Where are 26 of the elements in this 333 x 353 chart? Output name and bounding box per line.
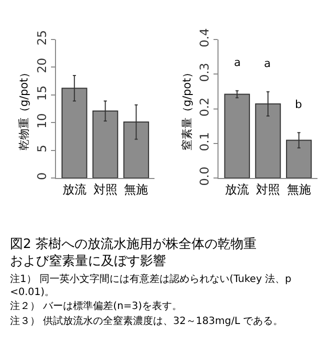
annotation: a: [264, 57, 271, 70]
y-tick-label: 10: [35, 113, 50, 128]
y-tick-label: 0.3: [198, 62, 212, 82]
text: 図2 茶樹への放流水施用が株全体の乾物重および窒素量に及ぼす影響: [10, 236, 256, 269]
y-axis-title: 窒素量（g/pot）: [180, 66, 194, 151]
y-tick-label: 25: [35, 30, 50, 46]
text: 注２） バーは標準偏差(n=3)を表す。: [10, 300, 182, 312]
y-tick-label: 20: [35, 58, 50, 74]
y-tick-label: 0: [35, 172, 50, 180]
text: 注３） 供試放流水の全窒素濃度は、32～183mg/L である。: [10, 315, 284, 327]
x-tick-label: 対照: [93, 182, 118, 196]
y-tick-label: 0.1: [198, 132, 212, 152]
x-tick-label: 放流: [225, 182, 250, 196]
x-tick-label: 対照: [256, 182, 280, 196]
annotation: a: [234, 56, 241, 69]
y-tick-label: 5: [35, 144, 50, 152]
y-tick-label: 0.2: [198, 97, 212, 117]
annotation: b: [295, 98, 302, 111]
y-axis-title: 乾物重（g/pot）: [18, 66, 31, 151]
x-tick-label: 無施: [124, 182, 148, 196]
text: 注1） 同一英小文字間には有意差は認められない(Tukey 法、p<0.01)。: [10, 273, 292, 298]
x-tick-label: 放流: [62, 182, 86, 196]
y-tick-label: 0.4: [198, 28, 212, 48]
x-tick-label: 無施: [286, 182, 311, 196]
y-tick-label: 0.0: [198, 166, 212, 186]
y-tick-label: 15: [35, 85, 50, 101]
